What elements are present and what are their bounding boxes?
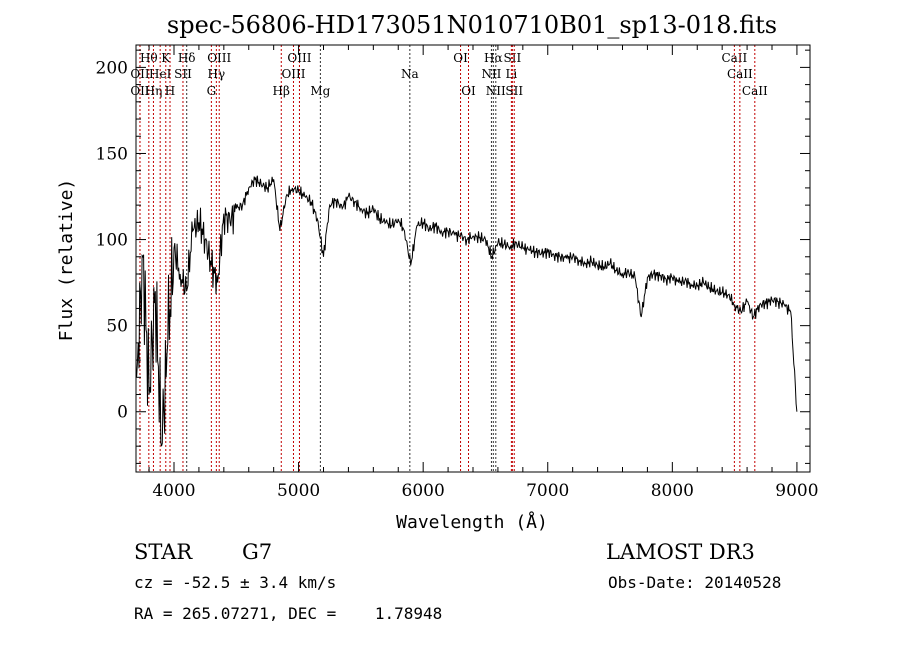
y-tick-label: 200	[96, 58, 128, 78]
survey-text: LAMOST DR3	[606, 540, 755, 564]
spectral-line-label: HeI	[149, 67, 172, 81]
x-tick-label: 6000	[402, 481, 445, 501]
x-axis-label: Wavelength (Å)	[396, 511, 548, 533]
spectral-line-label: SII	[505, 84, 523, 98]
plot-frame	[135, 44, 811, 473]
x-tick-label: 5000	[277, 481, 320, 501]
y-tick-label: 150	[96, 144, 128, 164]
spectral-line-label: SII	[174, 67, 192, 81]
spectral-lines: OIIOIIHθHηHeIKHSIIHδGHγOIIIHβOIIIOIIIMgN…	[130, 45, 768, 472]
spectral-line-label: Hθ	[140, 51, 158, 65]
spectrum-line	[136, 175, 798, 447]
spectral-line-label: G	[207, 84, 217, 98]
spectral-line-label: OIII	[287, 51, 311, 65]
spectral-line-label: Hδ	[178, 51, 196, 65]
y-axis-label: Flux (relative)	[56, 179, 77, 342]
object-class: STAR	[134, 540, 193, 564]
axes: 4000 5000 6000 7000 8000 9000 0 50 100 150 200	[96, 45, 819, 501]
object-subclass: G7	[242, 540, 272, 564]
spectral-line-label: SII	[504, 51, 522, 65]
spectral-line-label: CaII	[721, 51, 747, 65]
spectral-line-label: Hη	[145, 84, 163, 98]
coordinates-text: RA = 265.07271, DEC = 1.78948	[134, 604, 442, 623]
spectral-line-label: Hγ	[208, 67, 226, 81]
y-tick-label: 50	[106, 317, 128, 337]
spectral-line-label: OIII	[207, 51, 231, 65]
redshift-text: cz = -52.5 ± 3.4 km/s	[134, 573, 336, 592]
spectral-line-label: NII	[481, 67, 501, 81]
spectral-line-label: CaII	[742, 84, 768, 98]
spectral-line-label: NII	[486, 84, 506, 98]
y-tick-label: 100	[96, 231, 128, 251]
x-tick-label: 4000	[152, 481, 195, 501]
spectral-line-label: Li	[505, 67, 517, 81]
spectral-line-label: Hα	[484, 51, 503, 65]
spectral-line-label: Na	[401, 67, 419, 81]
spectral-line-label: K	[161, 51, 171, 65]
spectral-line-label: Hβ	[273, 84, 290, 98]
y-tick-label: 0	[117, 403, 128, 423]
x-tick-label: 7000	[526, 481, 569, 501]
spectral-line-label: OIII	[281, 67, 305, 81]
obs-date-text: Obs-Date: 20140528	[608, 573, 781, 592]
spectral-line-label: OI	[453, 51, 468, 65]
spectral-line-label: OI	[461, 84, 476, 98]
chart-title: spec-56806-HD173051N010710B01_sp13-018.f…	[167, 11, 777, 39]
spectral-line-label: OII	[130, 84, 150, 98]
spectral-line-label: Mg	[310, 84, 330, 98]
spectral-line-label: H	[165, 84, 175, 98]
spectral-line-label: CaII	[727, 67, 753, 81]
x-tick-label: 9000	[775, 481, 818, 501]
x-tick-label: 8000	[651, 481, 694, 501]
